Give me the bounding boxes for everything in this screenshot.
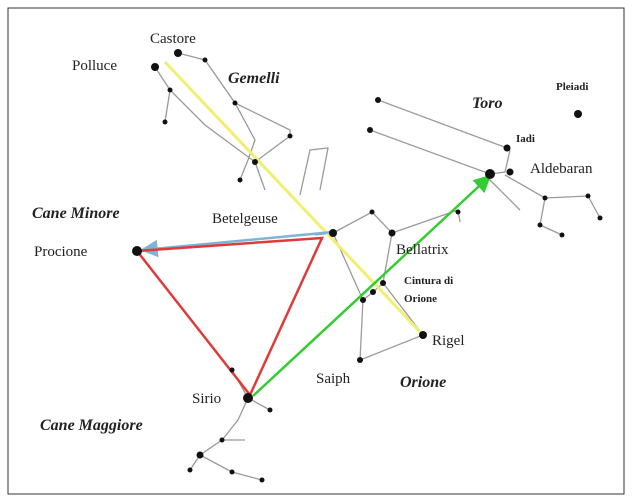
constellation-label: Cane Minore: [32, 205, 120, 222]
star: [419, 331, 427, 339]
star: [188, 468, 193, 473]
star: [230, 368, 235, 373]
star-label: Orione: [404, 293, 437, 305]
star: [538, 223, 543, 228]
star: [485, 169, 495, 179]
star: [233, 101, 238, 106]
star: [504, 145, 511, 152]
constellation-label: Orione: [400, 374, 446, 391]
star: [329, 229, 337, 237]
star-label: Cintura di: [404, 275, 453, 287]
star: [560, 233, 565, 238]
star: [389, 230, 396, 237]
star-map: Castore Polluce Gemelli Toro Pleiadi Iad…: [0, 0, 633, 502]
cluster-label: Iadi: [516, 133, 535, 145]
constellation-label: Toro: [472, 95, 503, 112]
star: [360, 297, 366, 303]
star-label: Aldebaran: [530, 161, 593, 177]
star: [252, 159, 258, 165]
star: [268, 408, 273, 413]
star: [230, 470, 235, 475]
star-label: Polluce: [72, 58, 117, 74]
star: [456, 210, 461, 215]
star: [586, 194, 591, 199]
star: [543, 196, 548, 201]
star-label: Procione: [34, 244, 88, 260]
star: [197, 452, 204, 459]
star-label: Rigel: [432, 333, 465, 349]
star: [357, 357, 363, 363]
star-label: Castore: [150, 31, 196, 47]
star: [220, 438, 225, 443]
star: [260, 478, 265, 483]
cluster-label: Pleiadi: [556, 81, 588, 93]
constellation-label: Cane Maggiore: [40, 417, 143, 434]
star-label: Bellatrix: [396, 242, 449, 258]
star: [203, 58, 208, 63]
star: [370, 210, 375, 215]
star: [168, 88, 173, 93]
star: [132, 246, 142, 256]
star: [367, 127, 373, 133]
star-label: Betelgeuse: [212, 211, 278, 227]
constellation-label: Gemelli: [228, 70, 280, 87]
star: [574, 110, 582, 118]
star: [598, 216, 603, 221]
star: [238, 178, 243, 183]
star: [151, 63, 159, 71]
star-label: Saiph: [316, 371, 351, 387]
star: [375, 97, 381, 103]
star: [163, 120, 168, 125]
star: [174, 49, 182, 57]
star: [243, 393, 253, 403]
star: [380, 280, 386, 286]
star: [507, 169, 514, 176]
star: [370, 289, 376, 295]
star: [288, 134, 293, 139]
star-label: Sirio: [192, 391, 221, 407]
